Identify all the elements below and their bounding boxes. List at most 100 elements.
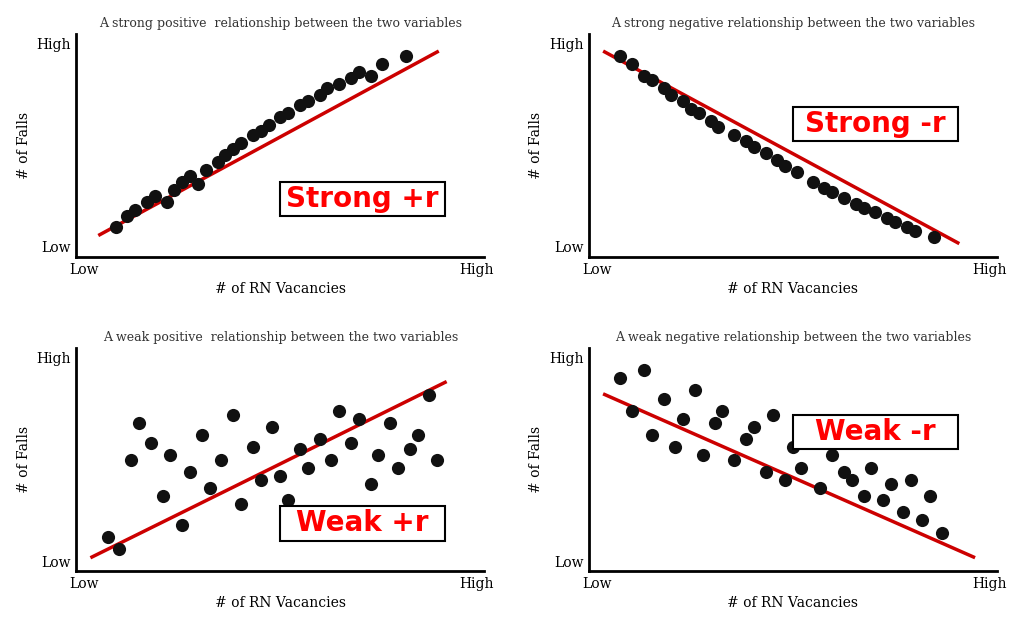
Point bbox=[280, 495, 296, 505]
Point bbox=[350, 414, 367, 424]
Point bbox=[816, 183, 833, 193]
Point bbox=[793, 463, 809, 473]
Point bbox=[711, 122, 727, 132]
Point bbox=[311, 90, 328, 100]
Text: Strong +r: Strong +r bbox=[287, 185, 439, 213]
Point bbox=[612, 373, 629, 383]
Point bbox=[867, 208, 884, 218]
Point bbox=[245, 442, 261, 452]
Point bbox=[612, 51, 629, 61]
Text: Weak +r: Weak +r bbox=[296, 510, 429, 537]
Point bbox=[784, 442, 801, 452]
Point bbox=[675, 96, 691, 106]
Point bbox=[726, 130, 742, 140]
Point bbox=[777, 475, 794, 485]
Point bbox=[836, 466, 852, 477]
Point bbox=[876, 495, 892, 505]
Point bbox=[324, 455, 340, 465]
Point bbox=[636, 71, 652, 82]
Point bbox=[805, 430, 821, 440]
Point bbox=[683, 103, 699, 113]
Point bbox=[232, 499, 249, 509]
Point bbox=[253, 126, 269, 136]
X-axis label: # of RN Vacancies: # of RN Vacancies bbox=[727, 282, 858, 296]
FancyBboxPatch shape bbox=[281, 506, 445, 540]
Point bbox=[112, 544, 128, 554]
Point bbox=[108, 221, 124, 231]
Point bbox=[690, 108, 707, 118]
Title: A weak positive  relationship between the two variables: A weak positive relationship between the… bbox=[102, 331, 458, 344]
Title: A strong negative relationship between the two variables: A strong negative relationship between t… bbox=[611, 17, 975, 29]
Point bbox=[260, 120, 276, 130]
Point bbox=[311, 434, 328, 444]
Point bbox=[624, 59, 640, 69]
Point bbox=[934, 527, 950, 537]
Y-axis label: # of Falls: # of Falls bbox=[529, 426, 544, 493]
Point bbox=[410, 430, 426, 440]
Point bbox=[213, 455, 229, 465]
Point bbox=[280, 108, 296, 118]
Point bbox=[745, 142, 762, 152]
Point bbox=[707, 418, 723, 428]
Point bbox=[198, 165, 214, 175]
Point bbox=[824, 450, 841, 460]
Point bbox=[166, 185, 182, 195]
Point bbox=[844, 475, 860, 485]
Point bbox=[655, 83, 672, 93]
Point bbox=[702, 116, 719, 126]
Point bbox=[264, 422, 281, 432]
Point bbox=[667, 442, 683, 452]
Point bbox=[138, 197, 155, 207]
Point bbox=[824, 187, 841, 197]
Point bbox=[401, 445, 418, 455]
Point bbox=[737, 434, 754, 444]
Point bbox=[182, 466, 199, 477]
Point bbox=[142, 438, 159, 448]
Point bbox=[225, 410, 242, 420]
Point bbox=[758, 466, 774, 477]
FancyBboxPatch shape bbox=[281, 182, 445, 216]
Point bbox=[217, 150, 233, 161]
Point bbox=[300, 96, 316, 106]
Point bbox=[253, 475, 269, 485]
Point bbox=[362, 479, 379, 489]
Point bbox=[374, 59, 390, 69]
X-axis label: # of RN Vacancies: # of RN Vacancies bbox=[215, 282, 346, 296]
Y-axis label: # of Falls: # of Falls bbox=[16, 426, 31, 493]
Point bbox=[421, 389, 437, 399]
Point bbox=[926, 232, 942, 242]
Point bbox=[855, 491, 871, 501]
Point bbox=[643, 75, 659, 85]
Point bbox=[765, 410, 781, 420]
Text: Weak -r: Weak -r bbox=[815, 418, 936, 446]
Point bbox=[675, 414, 691, 424]
Point bbox=[788, 167, 805, 177]
Point bbox=[812, 483, 828, 493]
Point bbox=[805, 177, 821, 187]
Point bbox=[737, 136, 754, 146]
Point bbox=[643, 430, 659, 440]
Point bbox=[429, 455, 445, 465]
Point bbox=[119, 211, 135, 221]
Point bbox=[162, 450, 178, 460]
Point bbox=[225, 144, 242, 154]
Title: A strong positive  relationship between the two variables: A strong positive relationship between t… bbox=[98, 17, 462, 29]
Point bbox=[745, 422, 762, 432]
Point bbox=[769, 154, 785, 164]
Point bbox=[174, 177, 190, 187]
Point bbox=[123, 455, 139, 465]
Point bbox=[272, 112, 289, 122]
Point bbox=[292, 445, 308, 455]
Point bbox=[362, 71, 379, 82]
X-axis label: # of RN Vacancies: # of RN Vacancies bbox=[727, 596, 858, 610]
Point bbox=[714, 406, 730, 416]
Point bbox=[923, 491, 939, 501]
Point bbox=[292, 100, 308, 110]
Point bbox=[350, 67, 367, 77]
Point bbox=[371, 450, 387, 460]
Point bbox=[202, 483, 218, 493]
Point bbox=[300, 463, 316, 473]
Point bbox=[694, 450, 711, 460]
Point bbox=[397, 51, 414, 61]
Point bbox=[146, 191, 163, 201]
